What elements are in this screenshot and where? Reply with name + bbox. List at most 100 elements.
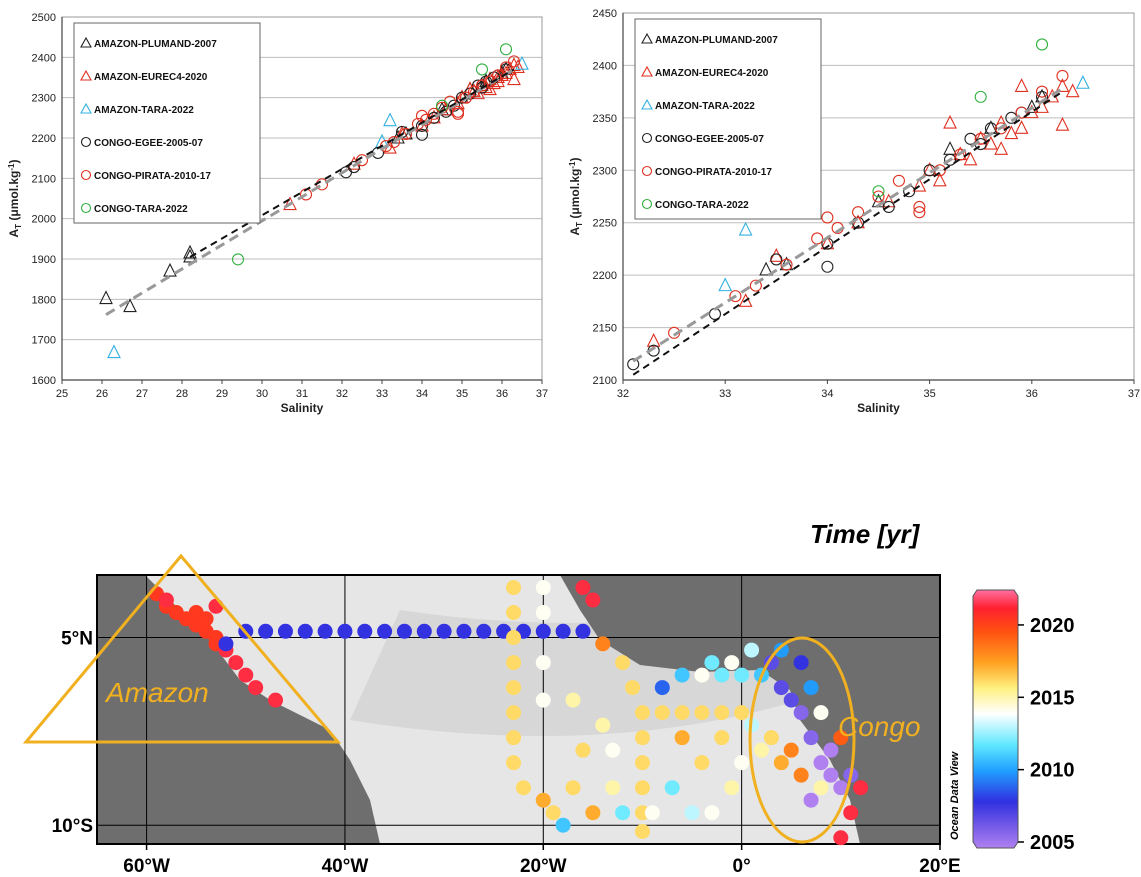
station-marker — [803, 680, 819, 696]
map-stations — [149, 580, 869, 846]
data-point — [1004, 125, 1019, 140]
legend-label: CONGO-PIRATA-2010-17 — [94, 171, 211, 182]
x-tick-label: 34 — [416, 388, 428, 400]
station-marker — [248, 680, 264, 696]
station-map: Time [yr] 60°W 40°W 20°W 0° 20°E 5°N 10°S Amaz… — [22, 519, 1075, 877]
lon-tick-label: 60°W — [123, 856, 170, 877]
station-marker — [724, 780, 740, 796]
data-point — [994, 141, 1009, 155]
station-marker — [595, 717, 611, 733]
data-point — [943, 114, 957, 129]
data-point — [872, 185, 885, 198]
colorbar-tick-label: 2020 — [1030, 615, 1075, 637]
legend-label: CONGO-EGEE-2005-07 — [655, 134, 764, 145]
station-marker — [783, 742, 799, 758]
map-frame — [96, 574, 941, 845]
legend-marker — [641, 198, 653, 210]
x-tick-label: 35 — [456, 388, 468, 400]
data-point — [415, 109, 429, 122]
station-marker — [694, 755, 710, 771]
station-marker — [793, 655, 809, 671]
station-marker — [793, 705, 809, 721]
station-marker — [555, 623, 571, 639]
station-marker — [615, 805, 631, 821]
data-point — [759, 261, 773, 276]
station-marker — [198, 611, 214, 627]
y-label-rest: (μmol.kg — [7, 171, 21, 224]
station-marker — [208, 598, 224, 614]
station-marker — [644, 805, 660, 821]
y-tick-label: 2000 — [32, 214, 56, 226]
station-marker — [634, 755, 650, 771]
data-point — [780, 258, 793, 271]
station-marker — [744, 642, 760, 658]
station-marker — [506, 605, 522, 621]
legend-marker — [80, 36, 92, 48]
station-marker — [773, 642, 789, 658]
lon-tick-label: 20°W — [520, 856, 567, 877]
data-point — [729, 290, 742, 303]
scatter-chart-right: 2100 2150 2200 2250 2300 2350 2400 2450 32 33 34 35… — [568, 8, 1140, 415]
data-point — [347, 160, 361, 174]
data-point — [499, 43, 513, 56]
station-marker — [724, 655, 740, 671]
data-point — [1024, 99, 1039, 113]
legend-marker — [80, 69, 92, 81]
station-marker — [704, 655, 720, 671]
data-point — [738, 221, 753, 236]
station-marker — [575, 742, 591, 758]
data-point — [123, 298, 137, 313]
y-label-close: ) — [7, 159, 21, 163]
station-marker — [674, 667, 690, 683]
data-point — [1065, 83, 1080, 98]
y-tick-label: 1900 — [32, 254, 56, 266]
station-marker — [843, 805, 859, 821]
station-marker — [277, 623, 293, 639]
y-tick-label: 2300 — [593, 165, 617, 177]
odv-watermark: Ocean Data View — [949, 750, 961, 840]
station-marker — [535, 655, 551, 671]
regression-line — [189, 68, 515, 258]
y-tick-label: 2100 — [593, 375, 617, 387]
region-outline-amazon — [22, 553, 342, 744]
station-marker — [813, 780, 829, 796]
x-tick-label: 32 — [336, 388, 348, 400]
legend-label: CONGO-TARA-2022 — [94, 204, 188, 215]
land-south-america — [97, 575, 380, 844]
data-point — [395, 125, 409, 140]
y-axis-label: AT (μmol.kg-1) — [568, 157, 584, 235]
data-point — [963, 151, 978, 166]
lat-tick-label: 10°S — [52, 816, 93, 837]
data-point — [627, 358, 640, 371]
data-point — [646, 332, 661, 347]
x-tick-label: 29 — [216, 388, 228, 400]
y-tick-label: 1600 — [32, 375, 56, 387]
y-tick-label: 2200 — [593, 270, 617, 282]
legend-label: AMAZON-PLUMAND-2007 — [655, 35, 778, 46]
station-marker — [634, 705, 650, 721]
legend-label: AMAZON-EUREC4-2020 — [94, 72, 208, 83]
station-marker — [793, 767, 809, 783]
legend-marker — [80, 202, 92, 214]
data-point — [974, 132, 987, 145]
station-marker — [853, 780, 869, 796]
colorbar-tick-label: 2010 — [1030, 760, 1075, 782]
station-marker — [357, 623, 373, 639]
station-marker — [605, 742, 621, 758]
legend-label: CONGO-PIRATA-2010-17 — [655, 167, 772, 178]
legend-marker — [641, 65, 653, 77]
station-marker — [436, 623, 452, 639]
station-marker — [654, 680, 670, 696]
station-marker — [625, 680, 641, 696]
region-label-amazon: Amazon — [104, 677, 209, 708]
station-marker — [704, 805, 720, 821]
station-marker — [674, 730, 690, 746]
station-marker — [684, 805, 700, 821]
lon-tick-label: 20°E — [919, 856, 960, 877]
y-label-sup: -1 — [7, 163, 16, 171]
y-label-rest: (μmol.kg — [568, 169, 582, 222]
y-tick-label: 1700 — [32, 335, 56, 347]
y-tick-label: 1800 — [32, 294, 56, 306]
y-tick-label: 2300 — [32, 93, 56, 105]
